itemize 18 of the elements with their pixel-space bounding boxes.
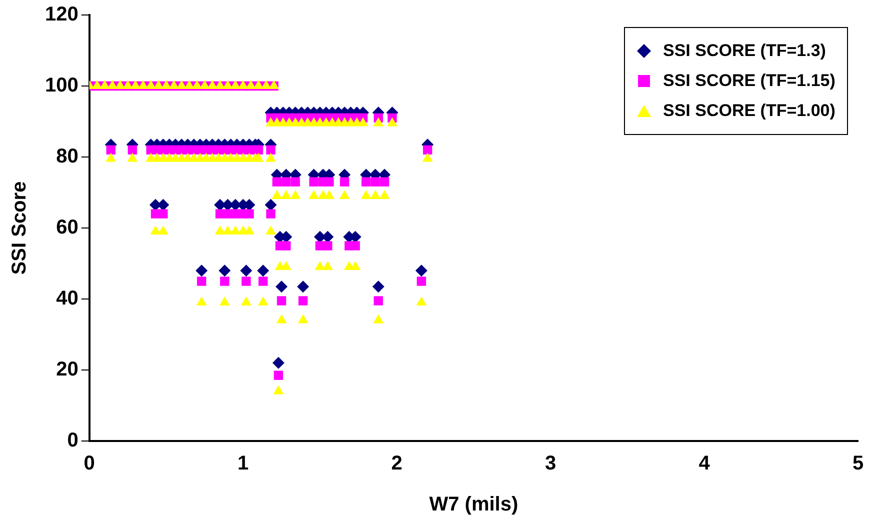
x-tick-label: 1: [238, 452, 249, 475]
x-tick-label: 5: [852, 452, 864, 475]
y-tick-label: 100: [44, 74, 78, 97]
legend-label: SSI SCORE (TF=1.00): [663, 100, 836, 122]
y-tick-label: 0: [67, 430, 78, 452]
x-tick-label: 0: [84, 452, 95, 475]
y-tick-label: 60: [56, 216, 78, 239]
x-tick-label: 4: [698, 452, 711, 475]
legend-label: SSI SCORE (TF=1.15): [663, 70, 836, 92]
y-tick-label: 40: [56, 288, 78, 310]
y-axis-title: SSI Score: [8, 181, 31, 275]
y-tick-label: 80: [56, 146, 78, 168]
y-tick-label: 120: [44, 4, 78, 26]
x-axis-title: W7 (mils): [429, 494, 518, 516]
x-tick-label: 3: [544, 452, 556, 475]
y-tick-label: 20: [56, 358, 78, 381]
legend-label: SSI SCORE (TF=1.3): [663, 40, 826, 62]
x-tick-label: 2: [391, 452, 402, 475]
